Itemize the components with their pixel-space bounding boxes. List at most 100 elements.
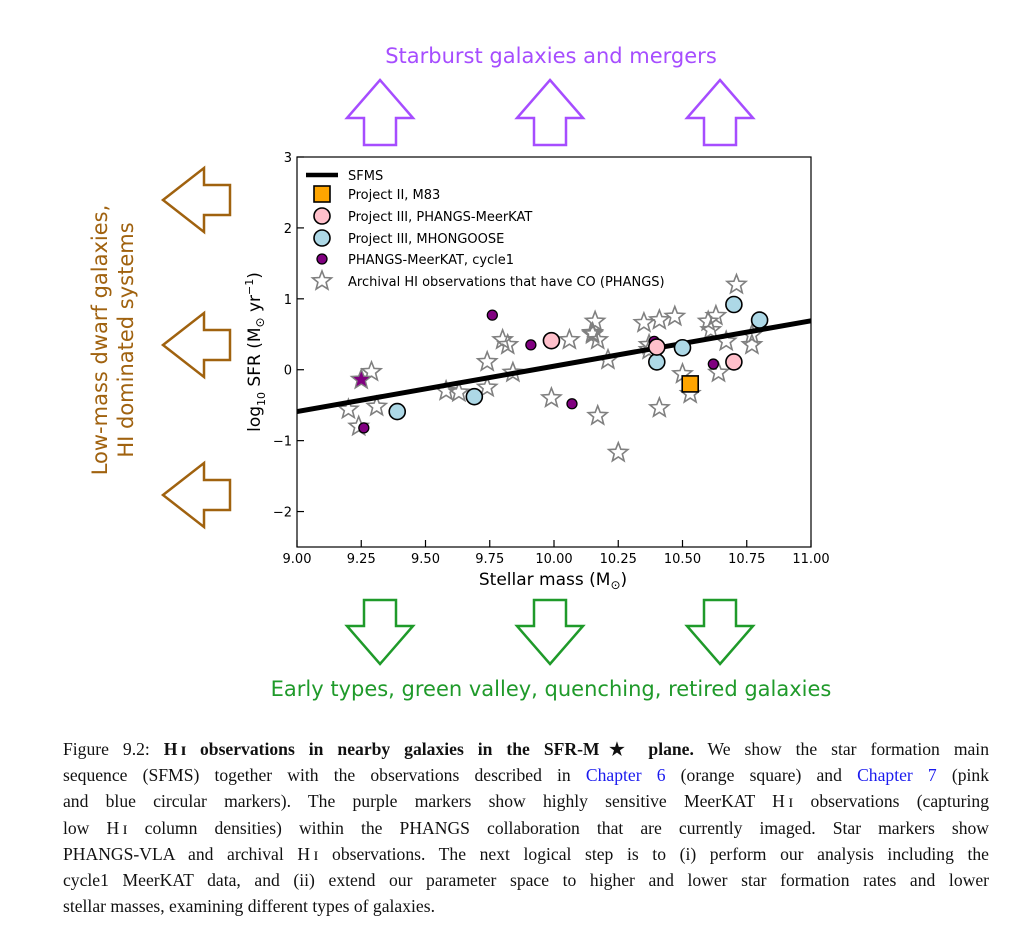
x-tick-label: 10.50 (664, 552, 701, 567)
caption-line: and blue circular markers). The purple m… (63, 788, 989, 814)
down-arrow-icon (684, 598, 756, 666)
data-point-small-circle (566, 398, 578, 410)
y-tick-label: −1 (273, 435, 292, 450)
x-axis-label: Stellar mass (M⊙) (479, 570, 627, 592)
y-tick-label: 3 (284, 151, 292, 166)
data-point-star (663, 304, 687, 327)
caption-line: Figure 9.2: H ɪ observations in nearby g… (63, 736, 989, 762)
data-point-small-circle (486, 309, 498, 321)
legend: SFMS Project II, M83 Project III, PHANGS-M… (306, 169, 665, 291)
legend-swatch-circle (313, 207, 331, 225)
data-point-star (475, 349, 499, 372)
low-mass-label-line1: Low-mass dwarf galaxies, (88, 205, 112, 476)
caption-text: and blue circular markers). The purple m… (63, 791, 989, 812)
data-point-star (365, 394, 389, 417)
y-tick-label: 2 (284, 222, 292, 237)
data-point-circle (465, 387, 484, 406)
data-point-star (647, 395, 672, 418)
sfms-line (296, 318, 812, 415)
caption-line: sequence (SFMS) together with the observ… (63, 762, 989, 788)
data-point-star (632, 310, 656, 333)
scatter-plot: 9.00 9.25 9.50 9.75 10.00 10.25 10.50 10.75 11.0… (243, 151, 830, 592)
caption-line: cycle1 MeerKAT data, and (ii) extend our… (63, 867, 989, 893)
caption-text: (orange square) and (665, 765, 858, 786)
data-point-star (349, 367, 373, 390)
chapter-link[interactable]: Chapter 6 (585, 765, 666, 786)
caption-text: Figure 9.2: (63, 739, 164, 759)
up-arrow-icon (514, 78, 586, 147)
up-arrow-icon (684, 78, 756, 147)
figure: Starburst galaxies and mergers Low-mass … (88, 44, 832, 701)
legend-swatch-circle (313, 229, 331, 247)
low-mass-label-line2: HI dominated systems (114, 222, 138, 457)
x-tick-label: 9.25 (347, 552, 376, 567)
early-types-label: Early types, green valley, quenching, re… (271, 677, 832, 701)
data-point-small-circle (358, 422, 370, 434)
data-point-star (447, 380, 471, 403)
caption-text: (pink (936, 765, 990, 786)
caption-text: low H ɪ column densities) within the PHA… (63, 817, 989, 838)
legend-label: SFMS (348, 169, 383, 184)
legend-swatch-square (313, 185, 331, 203)
legend-label: Project III, MHONGOOSE (348, 232, 504, 247)
data-point-star (704, 303, 728, 326)
data-point-star (586, 403, 610, 426)
legend-label: PHANGS-MeerKAT, cycle1 (348, 253, 514, 268)
data-point-star (475, 375, 499, 398)
data-point-star (539, 385, 564, 408)
data-point-small-circle (525, 339, 537, 351)
chapter-link[interactable]: Chapter 7 (857, 765, 937, 786)
legend-label: Project III, PHANGS-MeerKAT (348, 210, 532, 225)
caption-text: cycle1 MeerKAT data, and (ii) extend our… (63, 870, 989, 891)
data-point-circle (542, 331, 561, 350)
data-point-star (496, 332, 520, 355)
x-tick-label: 11.00 (792, 552, 829, 567)
data-point-star (586, 327, 610, 350)
x-tick-label: 9.75 (475, 552, 504, 567)
starburst-label: Starburst galaxies and mergers (385, 44, 717, 68)
data-point-square (681, 375, 700, 393)
down-arrow-icon (344, 598, 416, 666)
legend-label: Archival HI observations that have CO (P… (348, 275, 665, 290)
data-point-star (490, 327, 515, 350)
data-point-circle (647, 353, 666, 371)
data-point-star (706, 360, 731, 383)
left-arrow-icon (160, 165, 232, 235)
caption-text: sequence (SFMS) together with the observ… (63, 765, 586, 786)
data-point-circle (725, 295, 743, 314)
y-tick-label: 0 (284, 364, 292, 379)
caption-text: We show the star formation main (693, 739, 989, 759)
data-point-star (647, 307, 672, 330)
x-tick-label: 9.50 (411, 552, 440, 567)
data-point-star (557, 327, 582, 350)
caption-text: stellar masses, examining different type… (63, 896, 435, 917)
data-point-circle (647, 338, 666, 356)
data-point-small-circle (707, 358, 719, 370)
data-point-star (699, 317, 723, 340)
caption-text: PHANGS-VLA and archival H ɪ observations… (63, 843, 989, 864)
caption-line: PHANGS-VLA and archival H ɪ observations… (63, 841, 989, 867)
legend-swatch-star (310, 268, 334, 291)
x-tick-label: 10.00 (535, 552, 572, 567)
data-point-star (740, 332, 764, 355)
caption-line: low H ɪ column densities) within the PHA… (63, 815, 989, 841)
data-point-star (606, 440, 630, 463)
x-tick-label: 10.25 (600, 552, 637, 567)
data-point-star (501, 360, 525, 383)
data-point-circle (725, 353, 743, 371)
data-point-circle (388, 402, 407, 421)
data-point-star (580, 322, 605, 345)
data-point-star (583, 309, 607, 332)
data-point-circle (673, 338, 692, 357)
figure-caption: Figure 9.2: H ɪ observations in nearby g… (63, 736, 989, 919)
cycle1-star-point (353, 371, 370, 387)
y-axis-label: log10 SFR (M⊙ yr−1) (243, 272, 268, 432)
caption-line: stellar masses, examining different type… (63, 893, 989, 919)
x-tick-label: 10.75 (728, 552, 765, 567)
y-tick-label: −2 (273, 506, 292, 521)
y-tick-label: 1 (284, 293, 292, 308)
up-arrow-icon (344, 78, 416, 147)
left-arrow-icon (160, 460, 232, 530)
data-point-circle (750, 311, 769, 329)
down-arrow-icon (514, 598, 586, 666)
